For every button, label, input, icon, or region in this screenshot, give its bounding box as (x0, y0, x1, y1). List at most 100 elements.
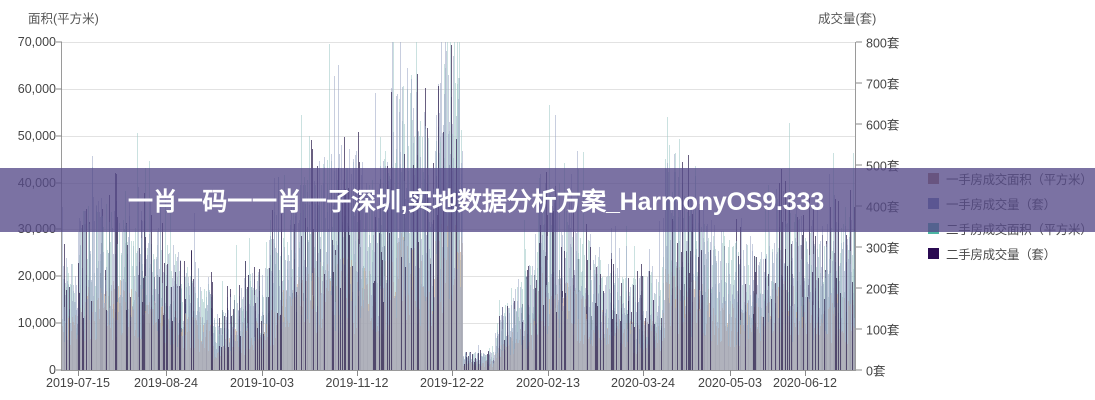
y-axis-left-tick-mark (56, 135, 62, 137)
bar (106, 310, 108, 370)
bar (230, 297, 232, 370)
bar (559, 278, 561, 370)
bar (281, 281, 283, 370)
bar (588, 306, 590, 370)
bar (172, 320, 173, 370)
x-axis-tick-label: 2019-08-24 (134, 376, 198, 390)
bar (385, 282, 387, 370)
bar (316, 311, 317, 370)
bar (260, 334, 261, 370)
bar (67, 284, 69, 370)
bar (475, 358, 477, 370)
bar (330, 193, 332, 370)
bar (271, 271, 273, 370)
bar (91, 301, 92, 370)
bar (427, 127, 428, 370)
bar (379, 178, 381, 370)
y-axis-right-tick-mark (856, 123, 862, 125)
bar (482, 356, 483, 370)
bar (437, 215, 439, 370)
bar (353, 158, 354, 370)
bar (294, 215, 296, 370)
y-axis-left-tick-label: 10,000 (17, 316, 56, 331)
x-axis-tick-label: 2019-12-22 (420, 376, 484, 390)
bar (560, 246, 562, 370)
bar (341, 144, 342, 370)
bar (272, 239, 274, 370)
bar (178, 252, 180, 370)
bar (361, 161, 363, 370)
bar (426, 234, 427, 370)
bar (261, 275, 263, 370)
bar (305, 217, 306, 370)
bar (355, 155, 357, 370)
x-axis-tick-label: 2020-03-24 (611, 376, 675, 390)
bar (609, 293, 611, 370)
legend-item[interactable]: 二手房成交量（套） (928, 241, 1095, 266)
bar (323, 183, 325, 370)
bar (209, 293, 211, 370)
bar (412, 289, 414, 370)
bar (224, 316, 225, 370)
bar (166, 285, 168, 370)
bar (371, 306, 373, 370)
bar (487, 351, 489, 370)
bar (501, 306, 503, 370)
y-axis-left-tick-mark (56, 41, 62, 43)
bar (515, 288, 516, 370)
bar (199, 286, 201, 370)
bar (83, 210, 85, 370)
bar (454, 230, 456, 370)
bar (97, 268, 99, 370)
bar (284, 246, 285, 370)
bar (324, 156, 325, 370)
bar (456, 220, 458, 370)
bar (498, 333, 499, 370)
bar (336, 167, 338, 370)
bar (179, 285, 180, 370)
bar (325, 269, 326, 370)
bar (95, 267, 97, 370)
bar (393, 297, 395, 370)
bar (297, 223, 299, 370)
bar (163, 314, 164, 370)
bar (257, 314, 259, 370)
bar (558, 269, 560, 370)
bar (301, 199, 303, 370)
bar (432, 163, 434, 370)
bar (507, 308, 509, 370)
bar (360, 220, 362, 370)
bar (359, 247, 361, 370)
bar (321, 281, 323, 370)
bar (599, 246, 601, 370)
bar (630, 311, 632, 370)
bar (256, 281, 258, 370)
bar (382, 259, 383, 370)
bar (635, 285, 637, 370)
bar (302, 293, 304, 370)
bar (309, 299, 311, 370)
bar (400, 151, 402, 370)
bar (228, 343, 230, 370)
bar (342, 202, 343, 370)
bar (296, 291, 298, 370)
bar (180, 328, 182, 370)
x-axis-tick-label: 2019-07-15 (46, 376, 110, 390)
bar (555, 194, 557, 370)
bar (538, 290, 540, 370)
bar (531, 335, 532, 370)
bar (411, 170, 413, 370)
bar (220, 346, 222, 370)
bar (146, 258, 147, 370)
bar (139, 247, 140, 370)
bar (254, 295, 256, 370)
bar (216, 313, 218, 370)
bar (485, 360, 487, 370)
bar (598, 294, 600, 370)
bar (267, 269, 269, 370)
bar (486, 360, 487, 370)
bar (157, 293, 159, 370)
bar (204, 308, 206, 370)
bar (576, 151, 578, 370)
bar (550, 210, 552, 370)
